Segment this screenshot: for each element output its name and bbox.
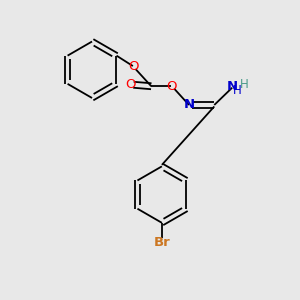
Text: N: N [184, 98, 195, 112]
Text: Br: Br [154, 236, 170, 249]
Text: H: H [240, 78, 248, 91]
Text: O: O [125, 78, 136, 91]
Text: N: N [226, 80, 238, 93]
Text: O: O [128, 59, 138, 73]
Text: H: H [232, 84, 241, 97]
Text: O: O [166, 80, 177, 93]
